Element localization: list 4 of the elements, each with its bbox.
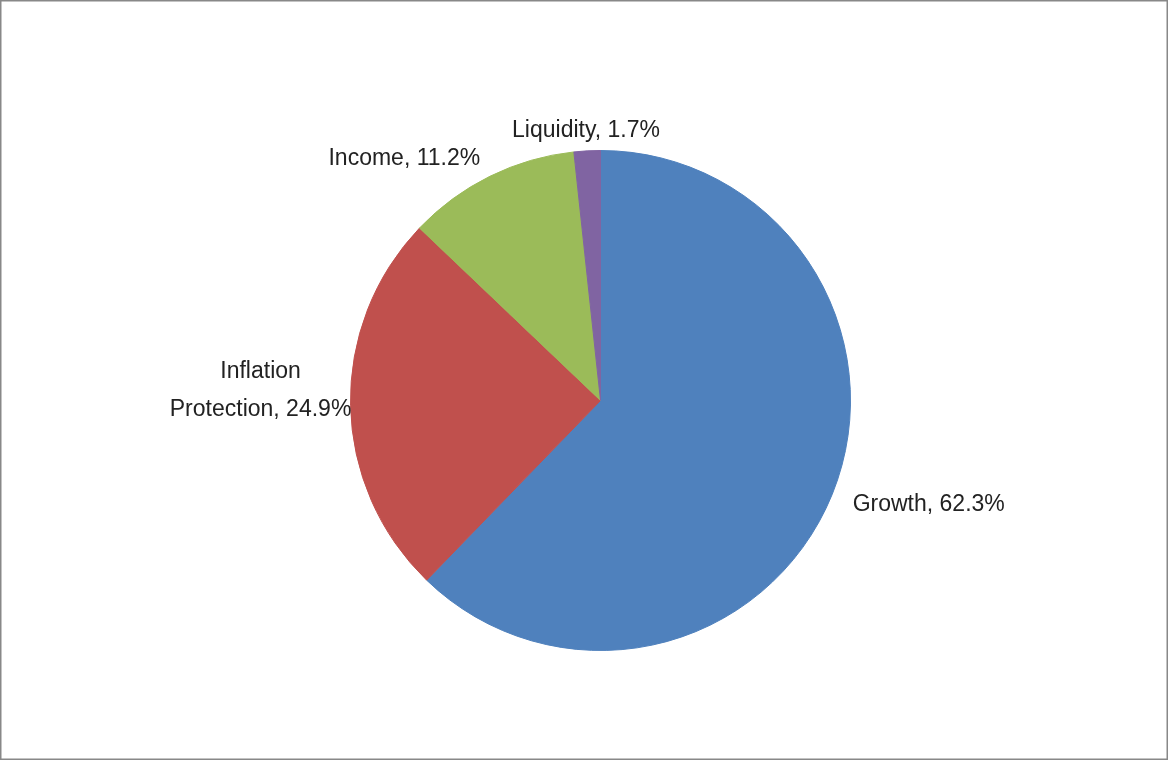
slice-label: Inflation Protection, 24.9% <box>169 357 352 422</box>
slice-label: Income, 11.2% <box>328 143 481 170</box>
slice-label: Growth, 62.3% <box>852 489 1005 516</box>
slice-label: Liquidity, 1.7% <box>512 115 660 142</box>
